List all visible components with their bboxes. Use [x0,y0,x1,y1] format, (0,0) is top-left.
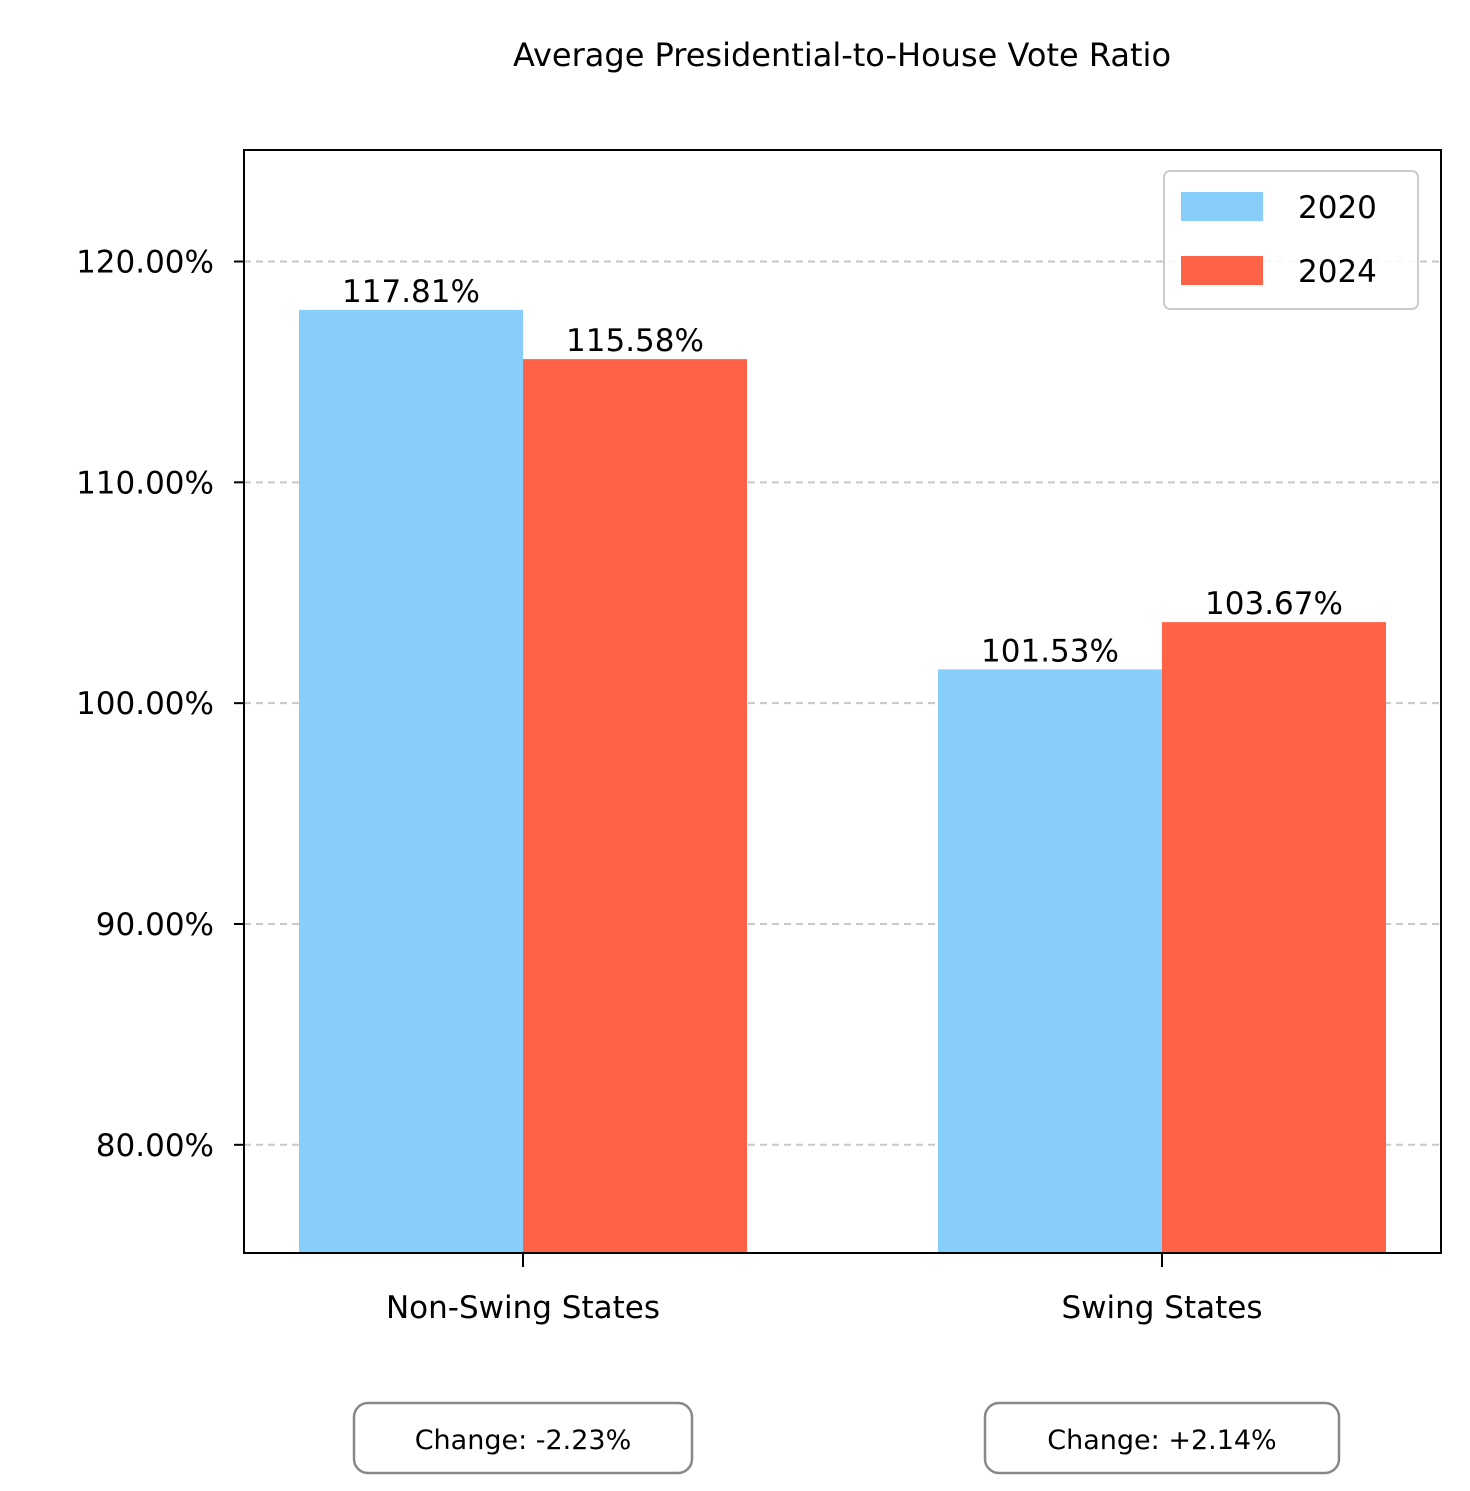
bar-2024-swing-states [1162,622,1386,1253]
change-annotation-text: Change: +2.14% [1047,1425,1276,1456]
legend-swatch-2024 [1181,256,1263,285]
y-tick-label: 90.00% [96,907,214,943]
data-labels: 117.81% 101.53% 115.58% 103.67% [342,274,1343,669]
change-annotation-box [983,1401,1341,1475]
bar-2020-swing-states [938,669,1162,1253]
y-tick-label: 80.00% [96,1128,214,1164]
bar-value-label: 101.53% [981,633,1119,669]
change-annotation-text: Change: -2.23% [415,1425,632,1456]
bar-value-label: 115.58% [566,323,704,359]
bar-value-label: 103.67% [1205,586,1343,622]
change-annotation-box [352,1401,694,1475]
change-annotations: Change: -2.23% Change: +2.14% [352,1401,1341,1475]
x-tick-label: Swing States [1061,1290,1262,1326]
legend-label-2020: 2020 [1298,190,1377,226]
bar-value-label: 117.81% [342,274,480,310]
y-tick-label: 100.00% [76,686,214,722]
x-tick-label: Non-Swing States [386,1290,660,1326]
y-tick-label: 110.00% [76,465,214,501]
bars [299,309,1386,1253]
x-axis: Non-Swing States Swing States [386,1253,1263,1326]
chart-title: Average Presidential-to-House Vote Ratio [513,36,1171,74]
bar-2024-non-swing-states [523,359,747,1253]
legend-box [1163,170,1419,310]
legend-swatch-2020 [1181,192,1263,221]
legend: 2020 2024 [1163,170,1419,310]
y-axis: 80.00% 90.00% 100.00% 110.00% 120.00% [76,245,244,1164]
bar-2020-non-swing-states [299,309,523,1253]
y-tick-label: 120.00% [76,245,214,281]
plot-area-frame [243,149,1442,1254]
legend-label-2024: 2024 [1298,254,1377,290]
